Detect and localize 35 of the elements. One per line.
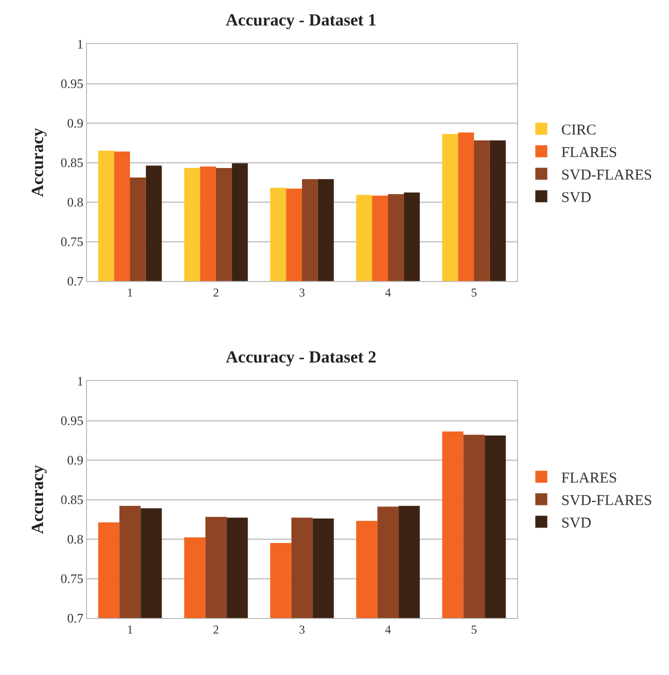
y-axis-title: Accuracy [28, 128, 48, 197]
x-tick-label: 1 [127, 622, 133, 636]
y-tick-label: 0.85 [60, 155, 84, 170]
y-tick-label: 0.85 [60, 492, 84, 508]
legend-label: CIRC [561, 122, 596, 139]
legend-label: FLARES [561, 470, 618, 487]
y-tick-label: 0.7 [67, 610, 84, 626]
x-tick-label: 2 [213, 622, 219, 636]
y-axis-title: Accuracy [28, 464, 48, 534]
x-tick-label: 2 [213, 285, 219, 300]
x-tick-label: 1 [127, 285, 133, 300]
x-tick-label: 5 [471, 622, 477, 636]
legend-label: SVD [561, 190, 592, 206]
y-tick-label: 0.75 [60, 234, 84, 250]
legend-label: FLARES [561, 145, 618, 162]
y-tick-label: 0.9 [67, 452, 84, 468]
legend-label: SVD-FLARES [561, 493, 652, 510]
legend-label: SVD [561, 516, 592, 532]
y-tick-label: 1 [76, 36, 84, 52]
y-tick-label: 0.7 [67, 274, 84, 289]
y-tick-label: 0.95 [60, 76, 84, 92]
x-tick-label: 3 [299, 285, 305, 300]
legend-label: SVD-FLARES [561, 168, 652, 184]
x-tick-label: 5 [471, 285, 477, 300]
x-tick-label: 4 [385, 622, 391, 636]
chart-title: Accuracy - Dataset 2 [226, 347, 376, 366]
y-tick-label: 0.8 [67, 194, 84, 210]
y-tick-label: 0.95 [60, 413, 84, 428]
x-tick-label: 4 [385, 285, 391, 300]
x-tick-label: 3 [299, 622, 305, 636]
y-tick-label: 0.9 [67, 116, 84, 131]
y-tick-label: 0.8 [67, 532, 84, 547]
y-tick-label: 1 [76, 374, 84, 389]
y-tick-label: 0.75 [60, 571, 84, 586]
chart-title: Accuracy - Dataset 1 [226, 10, 376, 30]
